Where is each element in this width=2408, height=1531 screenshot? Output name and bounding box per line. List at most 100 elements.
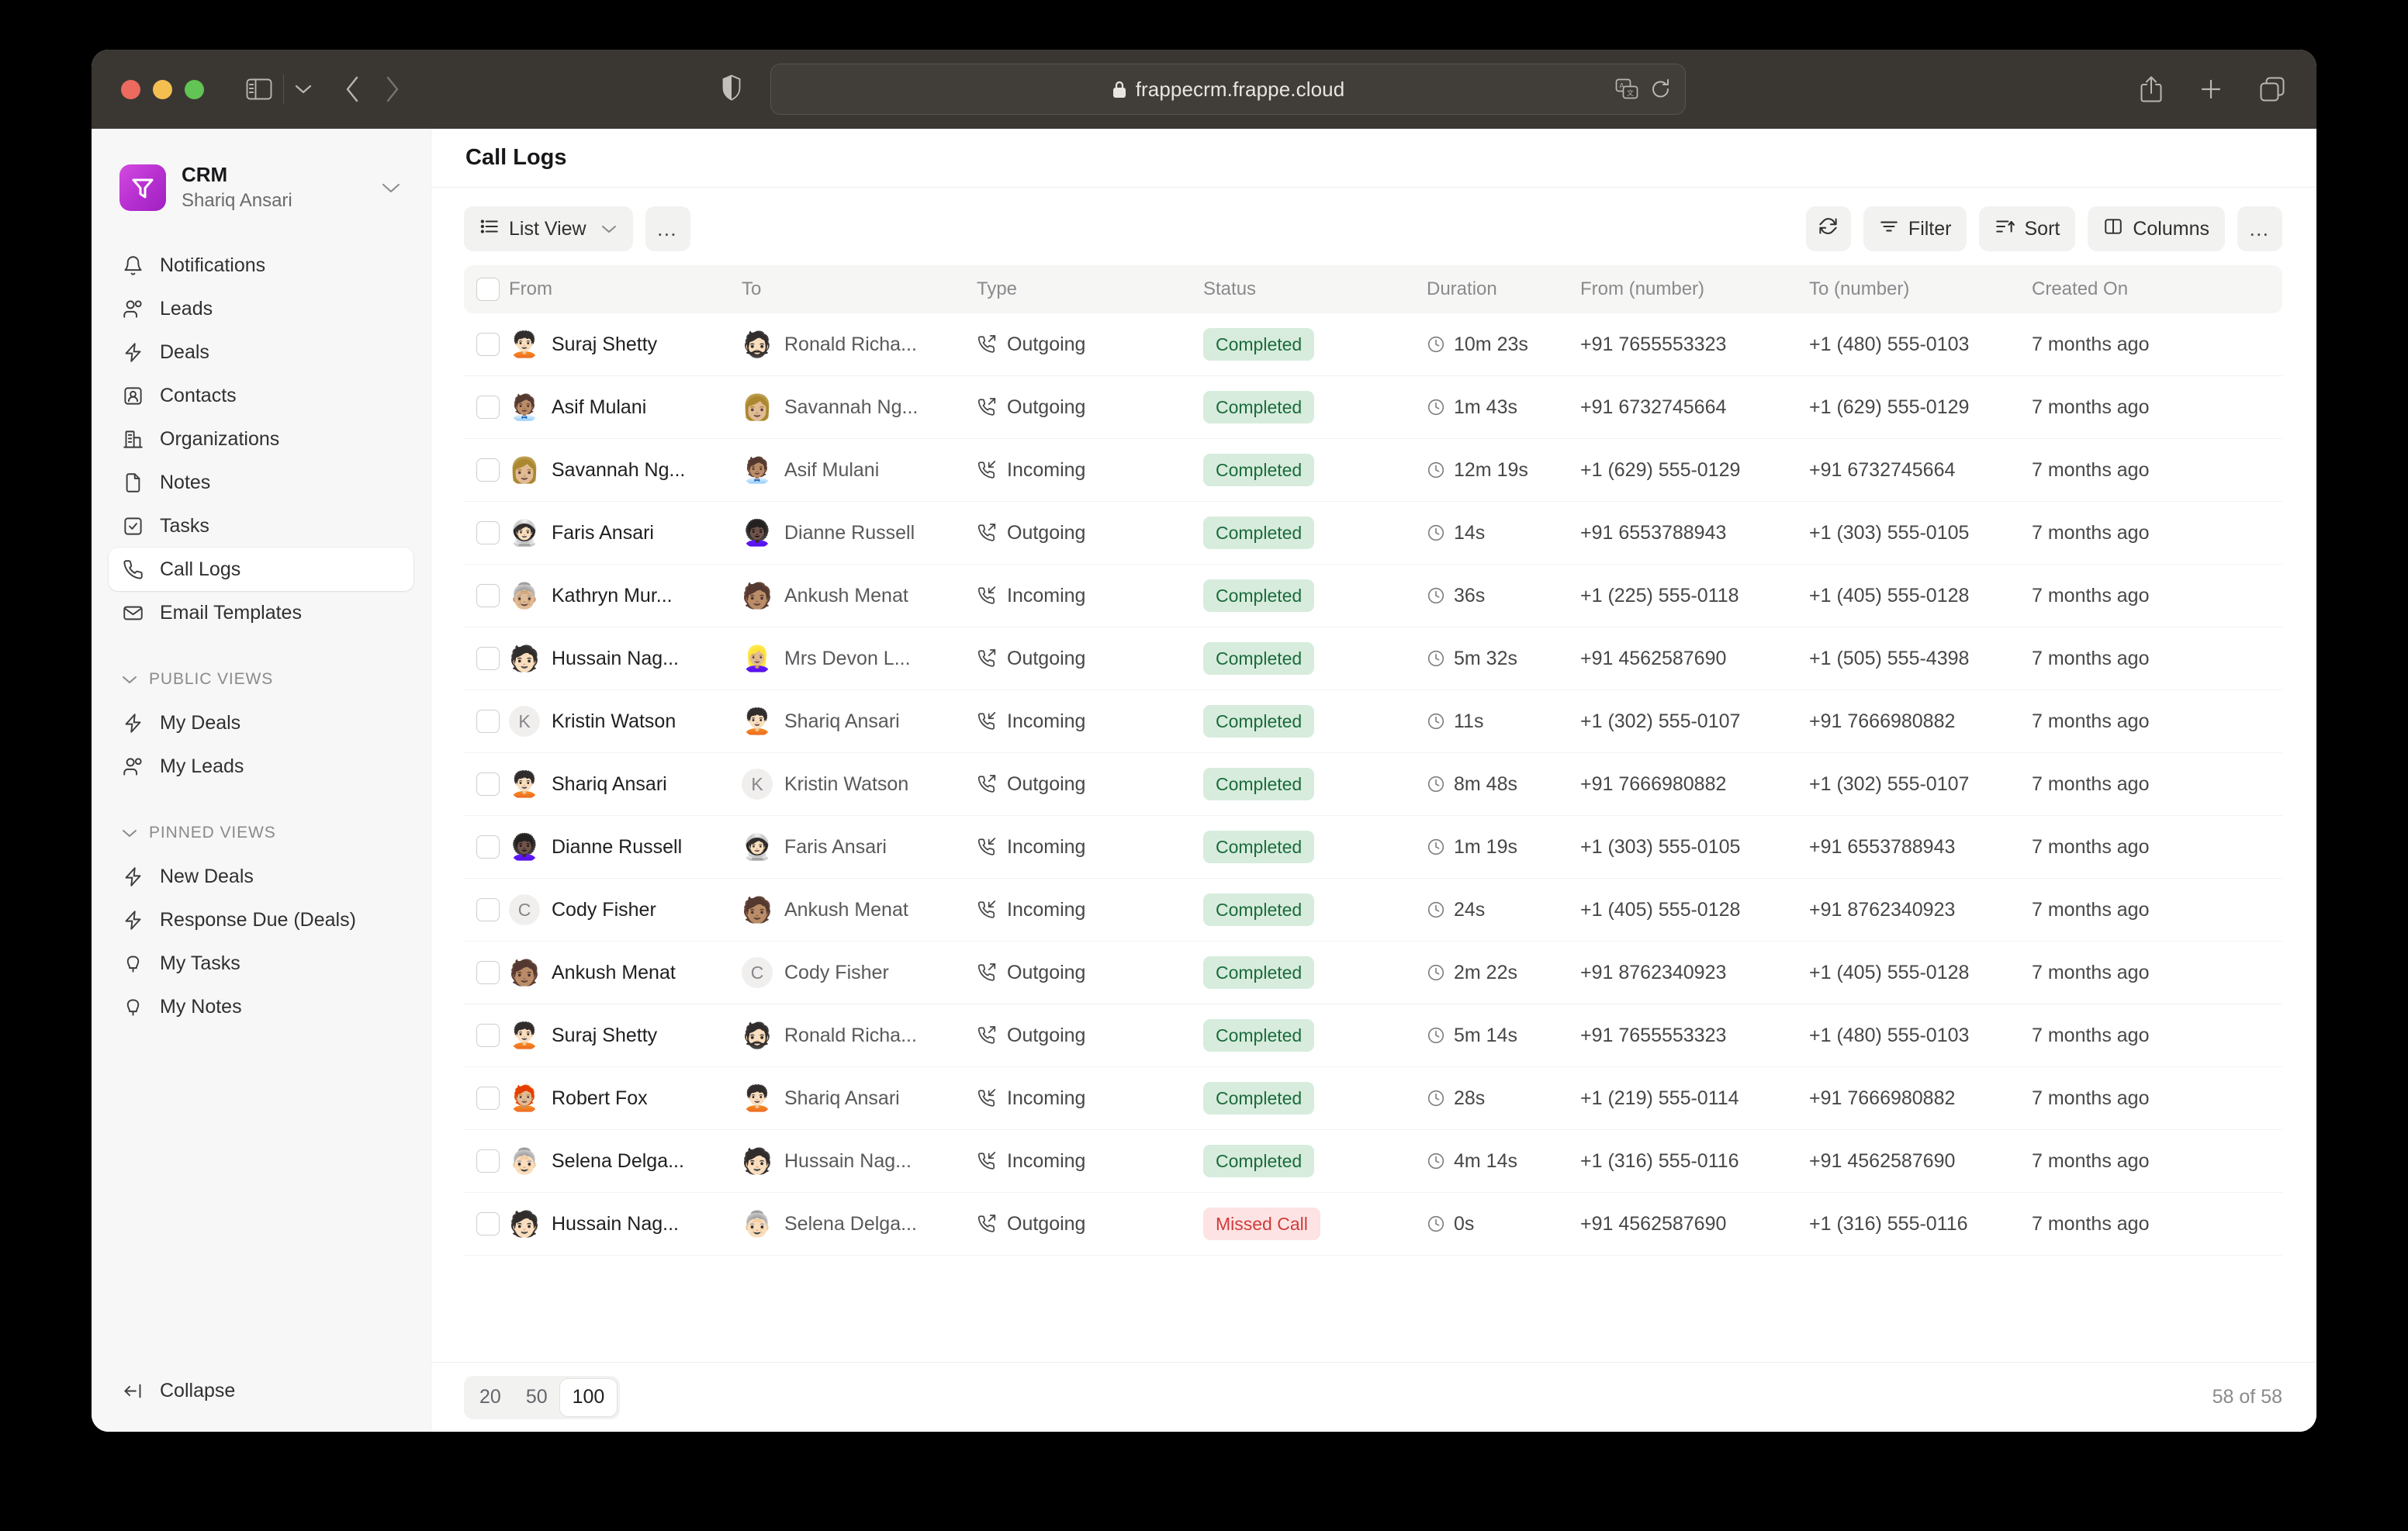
- table-row[interactable]: 🧑🏻‍🚀 Faris Ansari 👩🏿‍🦱 Dianne Russell Outgoi…: [464, 502, 2282, 565]
- table-row[interactable]: 🧑🏽 Ankush Menat C Cody Fisher Outgoing Comple…: [464, 942, 2282, 1004]
- cell-to: 👩🏿‍🦱 Dianne Russell: [742, 517, 977, 548]
- row-select-cell: [464, 396, 509, 419]
- sidebar-item-call-logs[interactable]: Call Logs: [109, 548, 413, 592]
- view-options-button[interactable]: …: [645, 206, 690, 251]
- to-name: Ankush Menat: [784, 584, 908, 607]
- table-row[interactable]: 🧑🏻 Hussain Nag... 👵🏻 Selena Delga... Outgoin…: [464, 1193, 2282, 1256]
- sidebar-item-tasks[interactable]: Tasks: [109, 504, 413, 548]
- reload-icon[interactable]: [1651, 78, 1671, 100]
- refresh-button[interactable]: [1805, 206, 1851, 251]
- column-header-status[interactable]: Status: [1203, 278, 1257, 299]
- sidebar-item-notifications[interactable]: Notifications: [109, 244, 413, 287]
- minimize-window-button[interactable]: [153, 79, 172, 99]
- column-header-from[interactable]: From: [509, 278, 552, 299]
- sort-button[interactable]: Sort: [1979, 206, 2076, 251]
- section-pinned-views[interactable]: PINNED VIEWS: [109, 817, 413, 848]
- table-row[interactable]: 🧑🏻 Hussain Nag... 👱🏼‍♀️ Mrs Devon L... Outgo…: [464, 627, 2282, 690]
- table-row[interactable]: 👵🏼 Kathryn Mur... 🧑🏽 Ankush Menat Incoming Co…: [464, 565, 2282, 627]
- new-tab-icon[interactable]: [2199, 77, 2223, 102]
- share-icon[interactable]: [2140, 75, 2163, 103]
- sidebar-item-leads[interactable]: Leads: [109, 287, 413, 330]
- filter-button[interactable]: Filter: [1863, 206, 1967, 251]
- table-row[interactable]: K Kristin Watson 🧑🏻‍🦱 Shariq Ansari Incoming…: [464, 690, 2282, 753]
- workspace-switcher[interactable]: CRM Shariq Ansari: [109, 154, 413, 222]
- row-checkbox[interactable]: [476, 458, 500, 482]
- sidebar-item-my-notes[interactable]: My Notes: [109, 985, 413, 1028]
- column-header-created-on[interactable]: Created On: [2032, 278, 2129, 299]
- zoom-window-button[interactable]: [185, 79, 204, 99]
- chevron-down-icon[interactable]: [379, 176, 403, 199]
- sidebar-item-response-due-deals[interactable]: Response Due (Deals): [109, 898, 413, 942]
- table-row[interactable]: 🧑🏽‍💼 Asif Mulani 👩🏼 Savannah Ng... Outgoing C…: [464, 376, 2282, 439]
- sidebar-item-my-tasks[interactable]: My Tasks: [109, 942, 413, 985]
- sidebar-item-notes[interactable]: Notes: [109, 461, 413, 504]
- row-checkbox[interactable]: [476, 898, 500, 921]
- page-size-50[interactable]: 50: [525, 1386, 548, 1408]
- row-checkbox[interactable]: [476, 1212, 500, 1236]
- cell-to-number: +1 (629) 555-0129: [1809, 396, 1970, 418]
- type-label: Outgoing: [1007, 1024, 1086, 1046]
- column-header-type[interactable]: Type: [977, 278, 1018, 299]
- column-header-from-number[interactable]: From (number): [1580, 278, 1705, 299]
- sidebar-item-deals[interactable]: Deals: [109, 330, 413, 374]
- shield-icon[interactable]: [722, 74, 741, 105]
- sidebar-item-organizations[interactable]: Organizations: [109, 417, 413, 461]
- row-select-cell: [464, 1149, 509, 1173]
- sidebar-toggle-icon[interactable]: [246, 78, 272, 100]
- back-arrow-icon[interactable]: [344, 76, 360, 102]
- sidebar-item-contacts[interactable]: Contacts: [109, 374, 413, 417]
- row-checkbox[interactable]: [476, 333, 500, 356]
- sidebar-item-new-deals[interactable]: New Deals: [109, 855, 413, 898]
- sidebar-item-my-leads[interactable]: My Leads: [109, 745, 413, 788]
- select-all-checkbox[interactable]: [476, 278, 500, 301]
- row-checkbox[interactable]: [476, 1087, 500, 1110]
- row-checkbox[interactable]: [476, 772, 500, 796]
- row-checkbox[interactable]: [476, 710, 500, 733]
- table-row[interactable]: C Cody Fisher 🧑🏽 Ankush Menat Incoming Comple…: [464, 879, 2282, 942]
- table-row[interactable]: 🧑🏼‍🦰 Robert Fox 🧑🏻‍🦱 Shariq Ansari Incoming C…: [464, 1067, 2282, 1130]
- column-header-to[interactable]: To: [742, 278, 762, 299]
- row-checkbox[interactable]: [476, 396, 500, 419]
- row-checkbox[interactable]: [476, 961, 500, 984]
- column-header-duration[interactable]: Duration: [1427, 278, 1497, 299]
- cell-status: Completed: [1203, 391, 1427, 423]
- cell-duration: 28s: [1427, 1087, 1580, 1110]
- row-checkbox[interactable]: [476, 647, 500, 670]
- list-more-options-button[interactable]: …: [2237, 206, 2282, 251]
- column-header-to-number[interactable]: To (number): [1809, 278, 1910, 299]
- tab-overview-icon[interactable]: [2259, 76, 2285, 102]
- chevron-down-icon[interactable]: [295, 84, 312, 95]
- table-row[interactable]: 👩🏿‍🦱 Dianne Russell 🧑🏻‍🚀 Faris Ansari Incomi…: [464, 816, 2282, 879]
- sidebar-item-email-templates[interactable]: Email Templates: [109, 591, 413, 634]
- table-row[interactable]: 🧑🏻‍🦱 Suraj Shetty 🧔🏻 Ronald Richa... Outgoin…: [464, 1004, 2282, 1067]
- row-checkbox[interactable]: [476, 1024, 500, 1047]
- pin-icon: [121, 952, 144, 975]
- sidebar-item-my-deals[interactable]: My Deals: [109, 701, 413, 745]
- cell-to: 🧑🏻 Hussain Nag...: [742, 1146, 977, 1177]
- forward-arrow-icon[interactable]: [385, 76, 400, 102]
- close-window-button[interactable]: [121, 79, 140, 99]
- table-row[interactable]: 👩🏼 Savannah Ng... 🧑🏽‍💼 Asif Mulani Incoming C…: [464, 439, 2282, 502]
- section-public-views[interactable]: PUBLIC VIEWS: [109, 664, 413, 695]
- row-checkbox[interactable]: [476, 521, 500, 544]
- table-row[interactable]: 🧑🏻‍🦱 Shariq Ansari K Kristin Watson Outgoing…: [464, 753, 2282, 816]
- page-size-20[interactable]: 20: [479, 1386, 501, 1408]
- collapse-sidebar-button[interactable]: Collapse: [109, 1370, 413, 1412]
- view-selector-button[interactable]: List View: [464, 206, 633, 251]
- table-row[interactable]: 🧑🏻‍🦱 Suraj Shetty 🧔🏻 Ronald Richa... Outgoin…: [464, 313, 2282, 376]
- row-checkbox[interactable]: [476, 1149, 500, 1173]
- row-checkbox[interactable]: [476, 835, 500, 859]
- columns-button[interactable]: Columns: [2088, 206, 2225, 251]
- translate-icon[interactable]: A 文: [1615, 78, 1638, 100]
- row-select-cell: [464, 458, 509, 482]
- table-row[interactable]: 👵🏻 Selena Delga... 🧑🏻 Hussain Nag... Incomin…: [464, 1130, 2282, 1193]
- sort-icon: [1995, 216, 2015, 242]
- cell-status: Completed: [1203, 642, 1427, 675]
- url-bar[interactable]: frappecrm.frappe.cloud A 文: [770, 64, 1686, 115]
- from-name: Kristin Watson: [552, 710, 676, 732]
- page-size-100[interactable]: 100: [559, 1378, 618, 1416]
- row-checkbox[interactable]: [476, 584, 500, 607]
- cell-to-number: +1 (316) 555-0116: [1809, 1212, 1968, 1235]
- status-badge: Completed: [1203, 454, 1315, 486]
- avatar: 🧑🏽: [742, 896, 773, 924]
